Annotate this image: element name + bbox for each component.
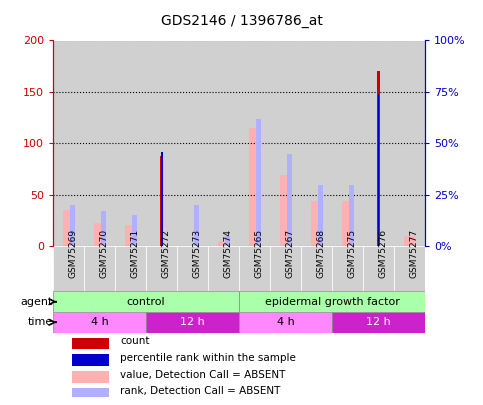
- Bar: [53, 246, 84, 291]
- Bar: [72, 354, 109, 366]
- Bar: [160, 156, 163, 246]
- Bar: [72, 338, 109, 349]
- Bar: [177, 40, 208, 246]
- Bar: [218, 241, 229, 246]
- Bar: [70, 205, 75, 246]
- Text: GSM75271: GSM75271: [130, 228, 140, 278]
- Text: 4 h: 4 h: [277, 317, 295, 327]
- Bar: [342, 201, 353, 246]
- Bar: [208, 246, 239, 291]
- Text: GSM75272: GSM75272: [162, 228, 170, 277]
- Bar: [225, 236, 230, 246]
- Bar: [256, 119, 261, 246]
- Bar: [115, 40, 146, 246]
- Text: GSM75277: GSM75277: [410, 228, 419, 278]
- Text: agent: agent: [21, 297, 53, 307]
- Text: GSM75269: GSM75269: [69, 228, 78, 278]
- Text: GSM75270: GSM75270: [99, 228, 109, 278]
- Bar: [239, 312, 332, 333]
- Text: GSM75275: GSM75275: [348, 228, 356, 278]
- Text: GSM75265: GSM75265: [255, 228, 264, 278]
- Bar: [146, 40, 177, 246]
- Bar: [125, 225, 136, 246]
- Bar: [132, 215, 138, 246]
- Bar: [146, 312, 239, 333]
- Bar: [239, 291, 425, 312]
- Bar: [53, 291, 239, 312]
- Text: GDS2146 / 1396786_at: GDS2146 / 1396786_at: [160, 14, 323, 28]
- Bar: [311, 201, 322, 246]
- Bar: [270, 40, 301, 246]
- Bar: [332, 312, 425, 333]
- Text: time: time: [28, 317, 53, 327]
- Bar: [72, 388, 109, 399]
- Bar: [194, 205, 199, 246]
- Bar: [363, 40, 394, 246]
- Bar: [146, 246, 177, 291]
- Bar: [115, 246, 146, 291]
- Bar: [72, 371, 109, 383]
- Bar: [301, 40, 332, 246]
- Bar: [378, 94, 380, 246]
- Bar: [270, 246, 301, 291]
- Bar: [332, 40, 363, 246]
- Bar: [287, 154, 292, 246]
- Bar: [84, 246, 115, 291]
- Bar: [53, 40, 84, 246]
- Bar: [239, 246, 270, 291]
- Text: 12 h: 12 h: [180, 317, 205, 327]
- Bar: [363, 246, 394, 291]
- Text: GSM75268: GSM75268: [316, 228, 326, 278]
- Bar: [94, 223, 105, 246]
- Bar: [63, 210, 74, 246]
- Bar: [84, 40, 115, 246]
- Text: 4 h: 4 h: [91, 317, 109, 327]
- Bar: [208, 40, 239, 246]
- Text: GSM75274: GSM75274: [224, 228, 233, 277]
- Bar: [332, 246, 363, 291]
- Text: epidermal growth factor: epidermal growth factor: [265, 297, 399, 307]
- Bar: [239, 40, 270, 246]
- Text: GSM75273: GSM75273: [193, 228, 201, 278]
- Text: 12 h: 12 h: [366, 317, 391, 327]
- Text: rank, Detection Call = ABSENT: rank, Detection Call = ABSENT: [120, 386, 281, 396]
- Text: GSM75267: GSM75267: [285, 228, 295, 278]
- Bar: [301, 246, 332, 291]
- Bar: [318, 185, 324, 246]
- Bar: [249, 128, 260, 246]
- Bar: [377, 71, 381, 246]
- Bar: [177, 246, 208, 291]
- Bar: [161, 151, 163, 246]
- Bar: [349, 185, 355, 246]
- Text: control: control: [127, 297, 165, 307]
- Text: percentile rank within the sample: percentile rank within the sample: [120, 353, 296, 363]
- Bar: [53, 312, 146, 333]
- Text: value, Detection Call = ABSENT: value, Detection Call = ABSENT: [120, 370, 285, 379]
- Text: count: count: [120, 336, 150, 346]
- Bar: [404, 236, 415, 246]
- Bar: [101, 211, 106, 246]
- Text: GSM75276: GSM75276: [379, 228, 387, 278]
- Bar: [280, 175, 291, 246]
- Bar: [394, 40, 425, 246]
- Bar: [394, 246, 425, 291]
